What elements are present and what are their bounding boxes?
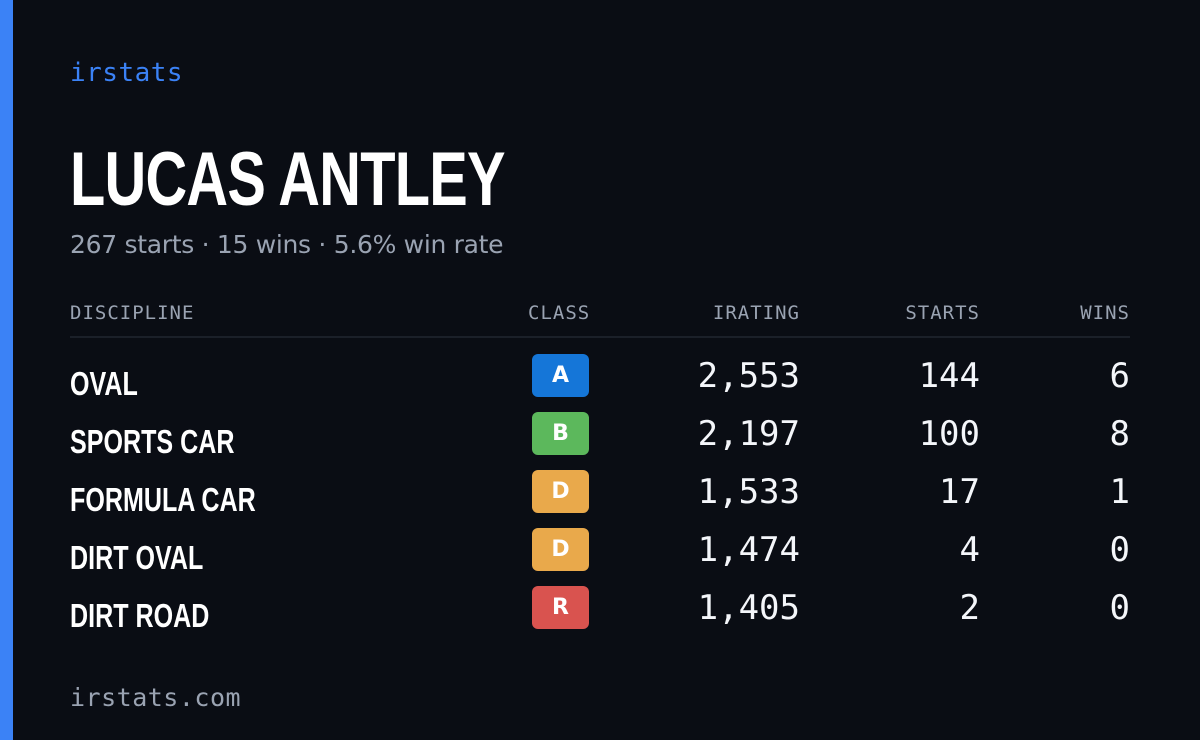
table-row: DIRT OVAL D 1,474 4 0: [70, 528, 1130, 586]
table-row: DIRT ROAD R 1,405 2 0: [70, 586, 1130, 644]
table-row: FORMULA CAR D 1,533 17 1: [70, 470, 1130, 528]
irating-value: 2,553: [697, 356, 800, 396]
starts-value: 144: [918, 356, 980, 396]
irating-value: 1,533: [697, 472, 800, 512]
brand-logo-text: irstats: [70, 58, 184, 88]
discipline-name: FORMULA CAR: [70, 481, 256, 518]
table-row: OVAL A 2,553 144 6: [70, 354, 1130, 412]
driver-summary: 267 starts · 15 wins · 5.6% win rate: [70, 230, 504, 259]
class-badge: A: [532, 354, 589, 397]
table-row: SPORTS CAR B 2,197 100 8: [70, 412, 1130, 470]
footer-url: irstats.com: [70, 683, 242, 712]
header-wins: WINS: [1080, 302, 1130, 324]
stats-table: DISCIPLINE CLASS IRATING STARTS WINS OVA…: [70, 296, 1130, 634]
wins-value: 0: [1109, 588, 1130, 628]
starts-value: 2: [959, 588, 980, 628]
header-irating: IRATING: [712, 302, 800, 324]
wins-value: 8: [1109, 414, 1130, 454]
wins-value: 0: [1109, 530, 1130, 570]
class-badge: D: [532, 470, 589, 513]
header-discipline: DISCIPLINE: [70, 302, 195, 324]
discipline-name: SPORTS CAR: [70, 423, 235, 460]
driver-name: LUCAS ANTLEY: [70, 137, 506, 222]
irating-value: 1,405: [697, 588, 800, 628]
starts-value: 100: [918, 414, 980, 454]
irating-value: 2,197: [697, 414, 800, 454]
class-badge: R: [532, 586, 589, 629]
discipline-name: OVAL: [70, 365, 138, 402]
header-class: CLASS: [528, 302, 591, 324]
starts-value: 17: [939, 472, 980, 512]
class-badge: B: [532, 412, 589, 455]
discipline-name: DIRT ROAD: [70, 597, 210, 634]
wins-value: 6: [1109, 356, 1130, 396]
table-body: OVAL A 2,553 144 6 SPORTS CAR B 2,197 10…: [70, 354, 1130, 644]
table-header: DISCIPLINE CLASS IRATING STARTS WINS: [70, 296, 1130, 338]
header-starts: STARTS: [905, 302, 980, 324]
accent-bar: [0, 0, 13, 740]
class-badge: D: [532, 528, 589, 571]
irating-value: 1,474: [697, 530, 800, 570]
starts-value: 4: [959, 530, 980, 570]
discipline-name: DIRT OVAL: [70, 539, 204, 576]
wins-value: 1: [1109, 472, 1130, 512]
